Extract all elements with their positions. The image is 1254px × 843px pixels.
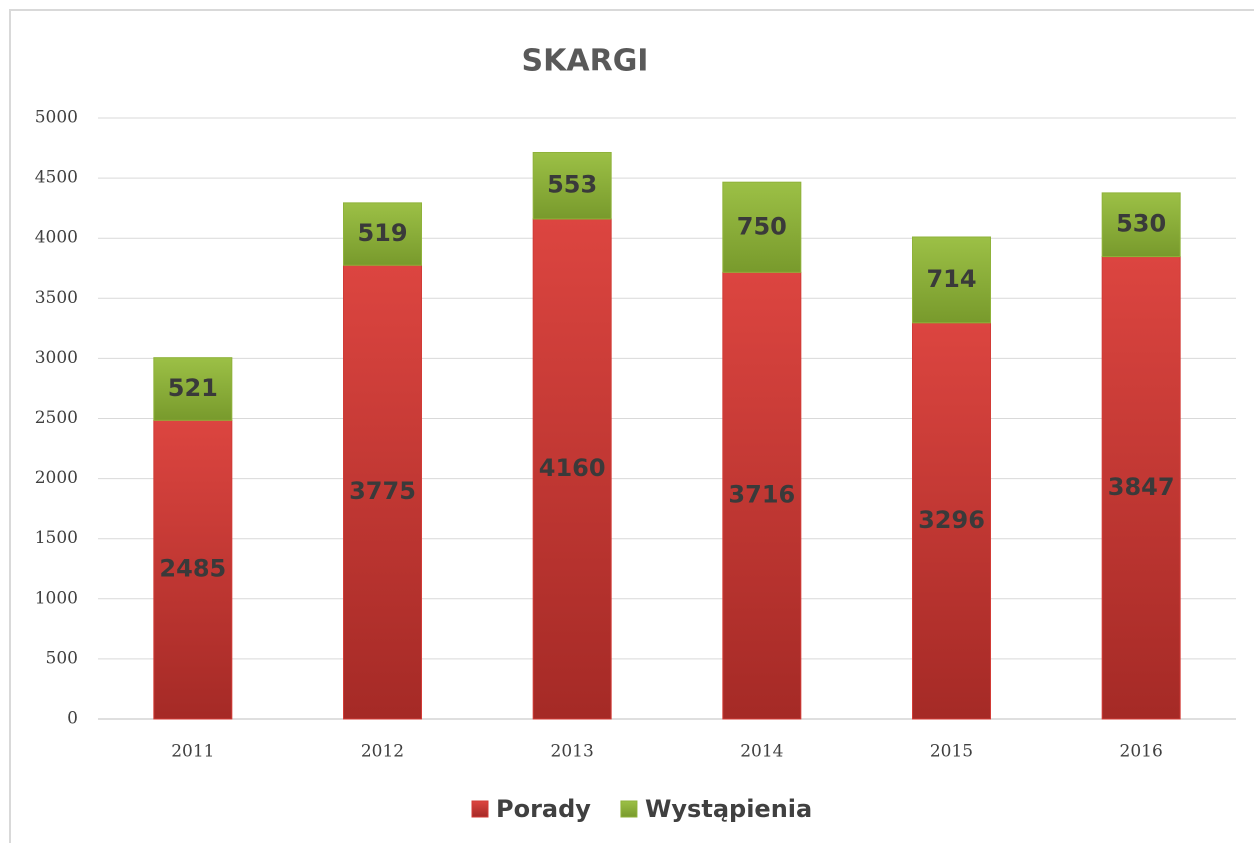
y-tick-label: 4000 xyxy=(35,228,78,248)
bar-segment xyxy=(153,419,233,720)
data-label: 521 xyxy=(168,374,218,402)
bar-segment xyxy=(343,264,422,720)
y-tick-label: 2500 xyxy=(35,408,78,428)
frame xyxy=(9,9,1254,843)
bar-segment xyxy=(1101,256,1181,720)
data-label: 553 xyxy=(547,171,597,199)
bar-segment xyxy=(912,322,991,720)
x-tick-label: 2016 xyxy=(1120,742,1163,762)
y-tick-label: 500 xyxy=(46,648,78,668)
bar-segment xyxy=(532,151,612,220)
data-label: 750 xyxy=(737,212,787,240)
y-tick-label: 3500 xyxy=(35,288,78,308)
data-label: 519 xyxy=(357,219,407,247)
data-label: 3847 xyxy=(1108,473,1175,501)
data-label: 4160 xyxy=(539,454,606,482)
y-tick-label: 3000 xyxy=(35,348,78,368)
x-tick-label: 2013 xyxy=(551,742,594,762)
bar-segment xyxy=(532,218,612,720)
x-tick-label: 2012 xyxy=(361,742,404,762)
data-label: 3716 xyxy=(728,481,795,509)
data-label: 3296 xyxy=(918,506,985,534)
legend-label: Wystąpienia xyxy=(645,795,812,823)
data-label: 714 xyxy=(926,265,976,293)
bar-segment xyxy=(153,357,233,421)
y-tick-label: 0 xyxy=(67,709,78,729)
bar-segment xyxy=(912,236,991,324)
bar-segment xyxy=(722,271,802,720)
data-label: 2485 xyxy=(159,555,226,583)
y-tick-label: 2000 xyxy=(35,468,78,488)
chart-title: SKARGI xyxy=(522,44,649,79)
y-tick-label: 4500 xyxy=(35,168,78,188)
legend-swatch xyxy=(471,800,489,818)
legend-label: Porady xyxy=(496,795,591,823)
x-tick-label: 2015 xyxy=(930,742,973,762)
bar-segment xyxy=(343,202,422,266)
y-tick-label: 5000 xyxy=(35,108,78,128)
data-label: 3775 xyxy=(349,477,416,505)
y-tick-label: 1000 xyxy=(35,588,78,608)
bar-segment xyxy=(722,181,802,273)
bar-segment xyxy=(1101,192,1181,258)
x-tick-label: 2014 xyxy=(740,742,783,762)
legend-swatch xyxy=(620,800,638,818)
data-label: 530 xyxy=(1116,210,1166,238)
x-tick-label: 2011 xyxy=(171,742,214,762)
y-tick-label: 1500 xyxy=(35,528,78,548)
